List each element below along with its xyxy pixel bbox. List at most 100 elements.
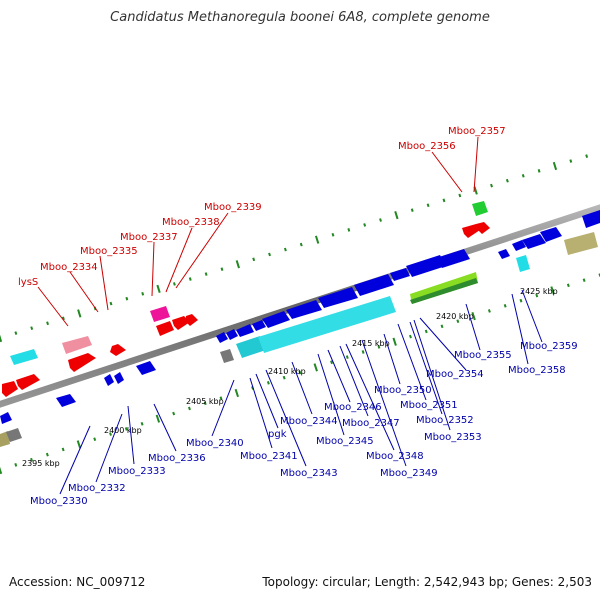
gene-reverse[interactable] xyxy=(582,210,600,228)
major-tick xyxy=(550,286,555,295)
reverse-strand-genes xyxy=(0,210,600,424)
scale-label: 2410 kbp xyxy=(268,367,306,376)
gene-lime-dark[interactable] xyxy=(410,278,478,304)
minor-tick xyxy=(219,396,223,400)
gene-reverse[interactable] xyxy=(236,324,254,337)
gene-pink[interactable] xyxy=(62,336,92,354)
gene-reverse[interactable] xyxy=(226,329,238,340)
reverse-labels: Mboo_2330 Mboo_2332 Mboo_2333 Mboo_2336 … xyxy=(30,341,578,507)
gene-reverse[interactable] xyxy=(262,311,290,328)
gene-label-mboo-2356: Mboo_2356 xyxy=(398,141,456,152)
minor-tick xyxy=(109,432,112,436)
minor-tick xyxy=(535,293,539,298)
gene-reverse[interactable] xyxy=(56,394,76,407)
gene-label-mboo-2341: Mboo_2341 xyxy=(240,451,298,462)
gene-label-mboo-2336: Mboo_2336 xyxy=(148,453,206,464)
gene-gray[interactable] xyxy=(6,428,22,442)
gene-label-mboo-2358: Mboo_2358 xyxy=(508,365,566,376)
gene-highlight[interactable] xyxy=(516,255,530,272)
minor-tick xyxy=(30,326,34,330)
gene-forward[interactable] xyxy=(2,381,18,397)
upper-special-genes xyxy=(10,201,598,365)
minor-tick xyxy=(331,232,335,237)
gene-green[interactable] xyxy=(472,201,488,216)
gene-gray[interactable] xyxy=(220,349,234,363)
gene-forward[interactable] xyxy=(110,344,126,356)
gene-label-mboo-2334: Mboo_2334 xyxy=(40,262,98,273)
gene-reverse[interactable] xyxy=(0,412,12,424)
minor-tick xyxy=(125,296,129,301)
minor-tick xyxy=(585,154,589,158)
forward-leader-lines xyxy=(37,136,479,327)
major-tick xyxy=(394,211,399,220)
gene-reverse[interactable] xyxy=(406,255,446,277)
gene-reverse[interactable] xyxy=(436,249,470,268)
gene-reverse[interactable] xyxy=(286,300,322,319)
gene-label-mboo-2340: Mboo_2340 xyxy=(186,438,244,449)
minor-tick xyxy=(426,203,430,208)
gene-reverse[interactable] xyxy=(318,287,358,308)
major-tick xyxy=(0,466,3,475)
minor-tick xyxy=(566,283,570,288)
gene-reverse[interactable] xyxy=(104,374,114,386)
gene-label-lysS: lysS xyxy=(18,277,38,288)
minor-tick xyxy=(298,370,302,375)
major-tick xyxy=(471,311,476,321)
gene-reverse[interactable] xyxy=(136,361,156,375)
gene-reverse[interactable] xyxy=(540,227,562,242)
minor-tick xyxy=(503,303,507,308)
gene-reverse[interactable] xyxy=(522,234,546,249)
gene-reverse[interactable] xyxy=(354,274,394,296)
gene-highlight[interactable] xyxy=(236,336,266,358)
minor-tick xyxy=(124,427,128,431)
gene-forward[interactable] xyxy=(68,353,96,372)
minor-tick xyxy=(203,401,207,406)
gene-reverse[interactable] xyxy=(390,268,410,281)
minor-tick xyxy=(456,319,460,324)
minor-tick xyxy=(487,309,491,313)
gene-reverse[interactable] xyxy=(252,320,266,331)
minor-tick xyxy=(361,350,365,354)
forward-labels: lysS Mboo_2334 Mboo_2335 Mboo_2337 Mboo_… xyxy=(18,126,506,288)
gene-label-mboo-2348: Mboo_2348 xyxy=(366,451,424,462)
genome-summary-text: Topology: circular; Length: 2,542,943 bp… xyxy=(262,575,592,589)
gene-forward[interactable] xyxy=(186,314,198,326)
gene-reverse[interactable] xyxy=(512,240,526,251)
minor-tick xyxy=(490,183,493,188)
minor-tick xyxy=(14,331,18,335)
scale-label: 2420 kbp xyxy=(436,312,474,321)
gene-reverse[interactable] xyxy=(216,332,228,343)
gene-forward[interactable] xyxy=(16,374,40,390)
gene-reverse[interactable] xyxy=(498,249,510,259)
gene-magenta[interactable] xyxy=(150,306,170,322)
minor-tick xyxy=(172,411,176,416)
minor-tick xyxy=(61,447,65,452)
minor-tick xyxy=(442,198,446,203)
gene-forward[interactable] xyxy=(462,224,480,238)
gene-forward[interactable] xyxy=(476,222,490,234)
minor-tick xyxy=(424,329,428,334)
minor-tick xyxy=(537,169,541,173)
minor-tick xyxy=(345,355,349,359)
gene-highlight[interactable] xyxy=(258,296,396,353)
gene-label-mboo-2351: Mboo_2351 xyxy=(400,400,458,411)
minor-tick xyxy=(363,223,367,227)
upper-tick-track xyxy=(0,154,589,343)
minor-tick xyxy=(347,228,351,232)
scale-label: 2400 kbp xyxy=(104,426,142,435)
major-tick xyxy=(77,309,82,318)
gene-label-mboo-2335: Mboo_2335 xyxy=(80,246,138,257)
minor-tick xyxy=(582,278,586,282)
gene-highlight[interactable] xyxy=(10,349,38,365)
gene-forward[interactable] xyxy=(156,321,174,336)
gene-forward[interactable] xyxy=(172,316,190,330)
gene-reverse[interactable] xyxy=(114,372,124,384)
gene-olive[interactable] xyxy=(564,232,598,255)
scale-label: 2415 kbp xyxy=(352,339,390,348)
major-tick xyxy=(0,334,3,343)
major-tick xyxy=(392,337,397,346)
gene-label-mboo-2347: Mboo_2347 xyxy=(342,418,400,429)
gene-label-mboo-2330: Mboo_2330 xyxy=(30,496,88,507)
minor-tick xyxy=(46,321,49,326)
